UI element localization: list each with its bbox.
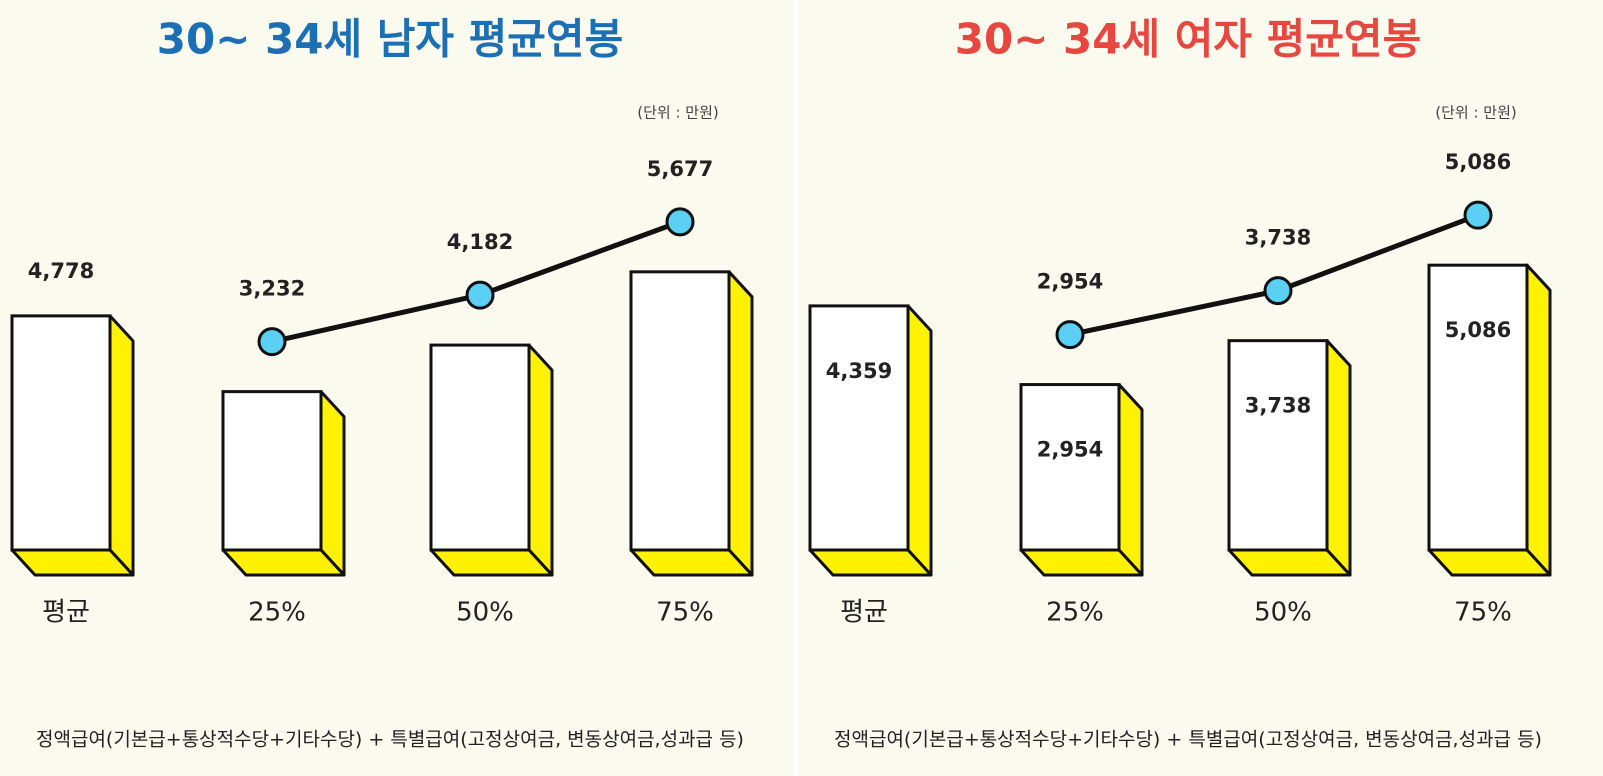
bar-front (629, 270, 731, 552)
value-label: 5,086 (1445, 318, 1511, 342)
bar (221, 390, 346, 577)
category-label: 75% (1454, 598, 1512, 628)
point-label: 5,086 (1445, 150, 1511, 174)
category-label: 50% (456, 598, 514, 628)
bar-front (1427, 263, 1529, 552)
bar (1019, 383, 1144, 577)
bar-front (808, 304, 910, 552)
point-label: 3,232 (239, 277, 305, 301)
bar-front (221, 390, 323, 552)
bar-front (10, 314, 112, 552)
bar (1427, 263, 1552, 577)
bar (808, 304, 933, 577)
unit-label: (단위 : 만원) (1435, 104, 1517, 122)
category-label: 25% (248, 598, 306, 628)
bar-bottom (221, 548, 346, 577)
category-label: 25% (1046, 598, 1104, 628)
value-label: 3,738 (1245, 394, 1311, 418)
value-label: 2,954 (1037, 438, 1103, 462)
bar-front (1019, 383, 1121, 552)
value-label: 4,778 (28, 259, 94, 283)
footnote: 정액급여(기본급+통상적수당+기타수당) + 특별급여(고정상여금, 변동상여금… (834, 729, 1542, 751)
category-label: 평균 (840, 598, 888, 628)
bar-front (429, 343, 531, 552)
line-point (665, 207, 695, 237)
point-label: 4,182 (447, 230, 513, 254)
bar-front (1227, 339, 1329, 552)
bar-bottom (1427, 548, 1552, 577)
bar-bottom (1227, 548, 1352, 577)
chart-title: 30~ 34세 남자 평균연봉 (157, 15, 623, 64)
category-label: 75% (656, 598, 714, 628)
point-label: 3,738 (1245, 226, 1311, 250)
bar-side (527, 343, 554, 577)
bar-bottom (629, 548, 754, 577)
point-label: 5,677 (647, 157, 713, 181)
bar-side (1525, 263, 1552, 577)
line-point (257, 327, 287, 357)
bar-bottom (10, 548, 135, 577)
bar-side (727, 270, 754, 577)
bar-side (1325, 339, 1352, 577)
bar-bottom (808, 548, 933, 577)
unit-label: (단위 : 만원) (637, 104, 719, 122)
bar-side (1117, 383, 1144, 577)
bar (1227, 339, 1352, 577)
bar-bottom (1019, 548, 1144, 577)
category-label: 평균 (42, 598, 90, 628)
line-point (1055, 320, 1085, 350)
bar-side (108, 314, 135, 577)
bar (10, 314, 135, 577)
value-label: 4,359 (826, 359, 892, 383)
bar (629, 270, 754, 577)
footnote: 정액급여(기본급+통상적수당+기타수당) + 특별급여(고정상여금, 변동상여금… (36, 729, 744, 751)
point-label: 2,954 (1037, 270, 1103, 294)
line-point (1463, 200, 1493, 230)
line-point (1263, 276, 1293, 306)
chart-title: 30~ 34세 여자 평균연봉 (955, 15, 1421, 64)
bar-side (906, 304, 933, 577)
bar-bottom (429, 548, 554, 577)
category-label: 50% (1254, 598, 1312, 628)
bar-side (319, 390, 346, 577)
line-point (465, 280, 495, 310)
bar (429, 343, 554, 577)
